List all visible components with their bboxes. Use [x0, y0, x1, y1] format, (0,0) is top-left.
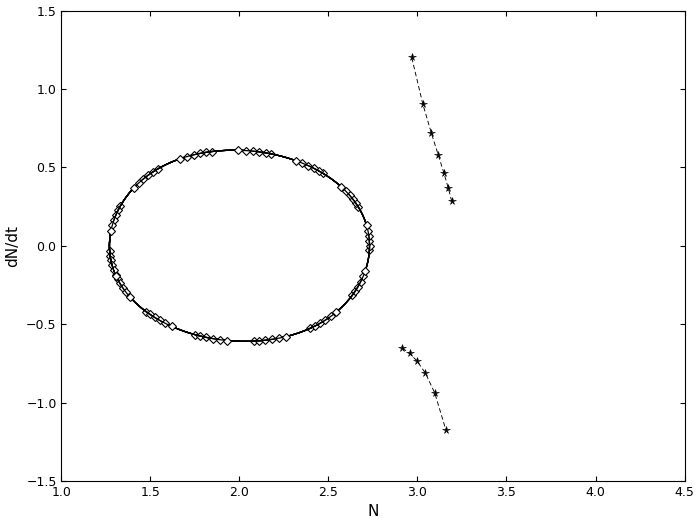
X-axis label: N: N — [368, 505, 379, 519]
Y-axis label: dN/dt: dN/dt — [6, 225, 20, 267]
